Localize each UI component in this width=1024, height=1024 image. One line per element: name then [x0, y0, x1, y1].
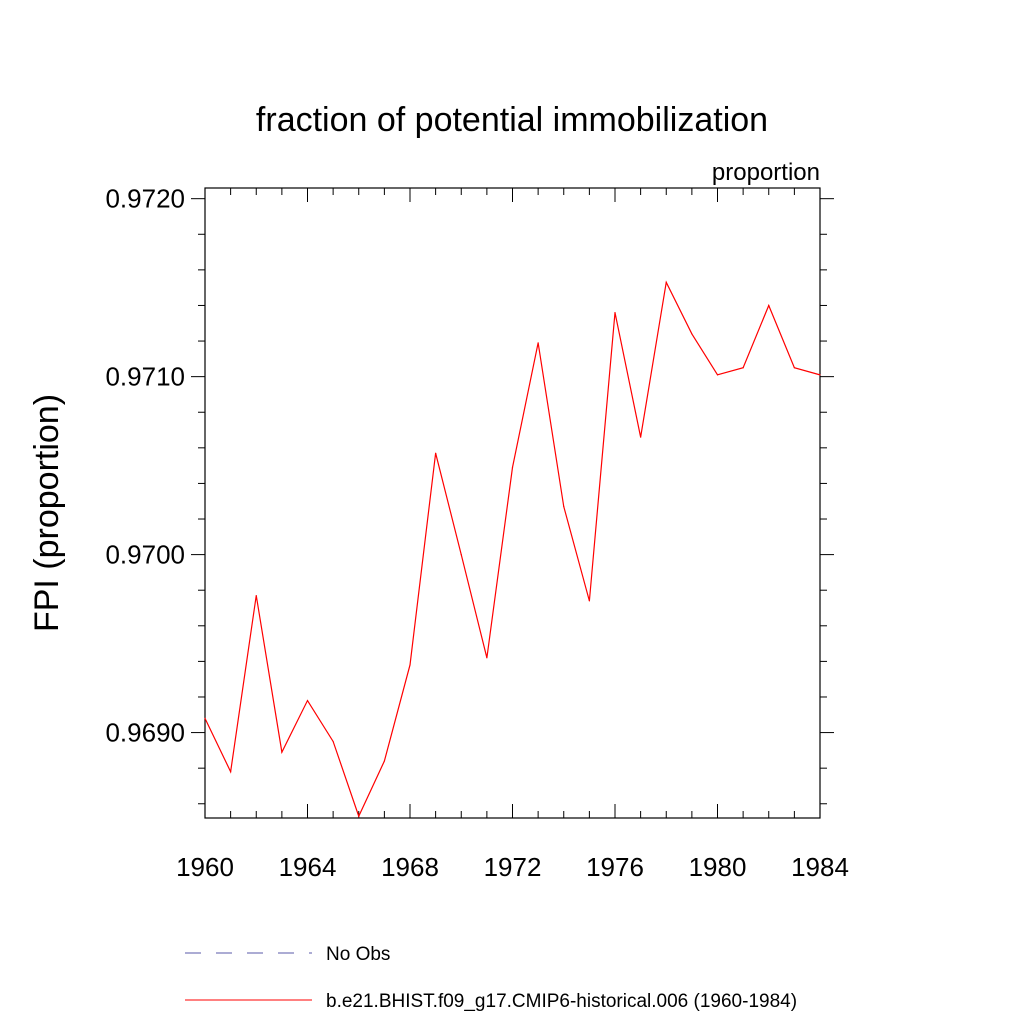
data-point	[640, 436, 642, 438]
data-point	[716, 374, 719, 376]
data-point	[332, 740, 334, 743]
x-tick-label: 1960	[176, 852, 234, 882]
data-point	[819, 374, 821, 376]
x-tick-label: 1980	[689, 852, 747, 882]
y-tick-label: 0.9720	[105, 184, 185, 214]
chart-title: fraction of potential immobilization	[256, 101, 768, 139]
data-point	[742, 367, 744, 369]
data-point	[665, 281, 667, 283]
x-tick-label: 1972	[484, 852, 542, 882]
data-point	[204, 717, 206, 719]
data-point	[435, 452, 437, 454]
data-point	[383, 760, 385, 762]
data-point	[281, 751, 283, 753]
data-point	[230, 771, 232, 773]
y-tick-label: 0.9710	[105, 362, 185, 392]
data-point	[537, 342, 539, 344]
y-tick-label: 0.9700	[105, 540, 185, 570]
y-axis-label: FPI (proportion)	[28, 394, 66, 632]
data-point	[255, 594, 257, 597]
series-layer	[204, 280, 821, 818]
units-label: proportion	[712, 159, 820, 186]
plot-border	[204, 187, 821, 819]
series-line	[204, 280, 821, 818]
data-point	[511, 466, 514, 469]
x-tick-label: 1968	[381, 852, 439, 882]
data-point	[563, 505, 565, 508]
x-axis-ticks: 1960 1964 1968 1972 1976 1980 1984	[176, 188, 849, 882]
legend: No Obs b.e21.BHIST.f09_g17.CMIP6-historic…	[185, 944, 797, 1012]
x-tick-label: 1976	[586, 852, 644, 882]
x-tick-label: 1984	[791, 852, 849, 882]
data-point	[306, 699, 309, 702]
data-point	[486, 657, 488, 659]
data-point	[768, 304, 770, 307]
y-axis-ticks: 0.9690 0.9700 0.9710 0.9720	[105, 184, 834, 805]
data-point	[793, 367, 795, 369]
data-point	[691, 333, 693, 335]
y-tick-label: 0.9690	[105, 718, 185, 748]
plot-frame	[204, 187, 821, 819]
data-point	[460, 554, 462, 556]
data-point	[409, 664, 411, 666]
x-tick-label: 1964	[279, 852, 337, 882]
legend-label: No Obs	[326, 944, 390, 965]
data-point	[358, 815, 360, 817]
data-point	[614, 311, 616, 314]
legend-label: b.e21.BHIST.f09_g17.CMIP6-historical.006…	[326, 991, 797, 1012]
data-point	[588, 600, 590, 602]
